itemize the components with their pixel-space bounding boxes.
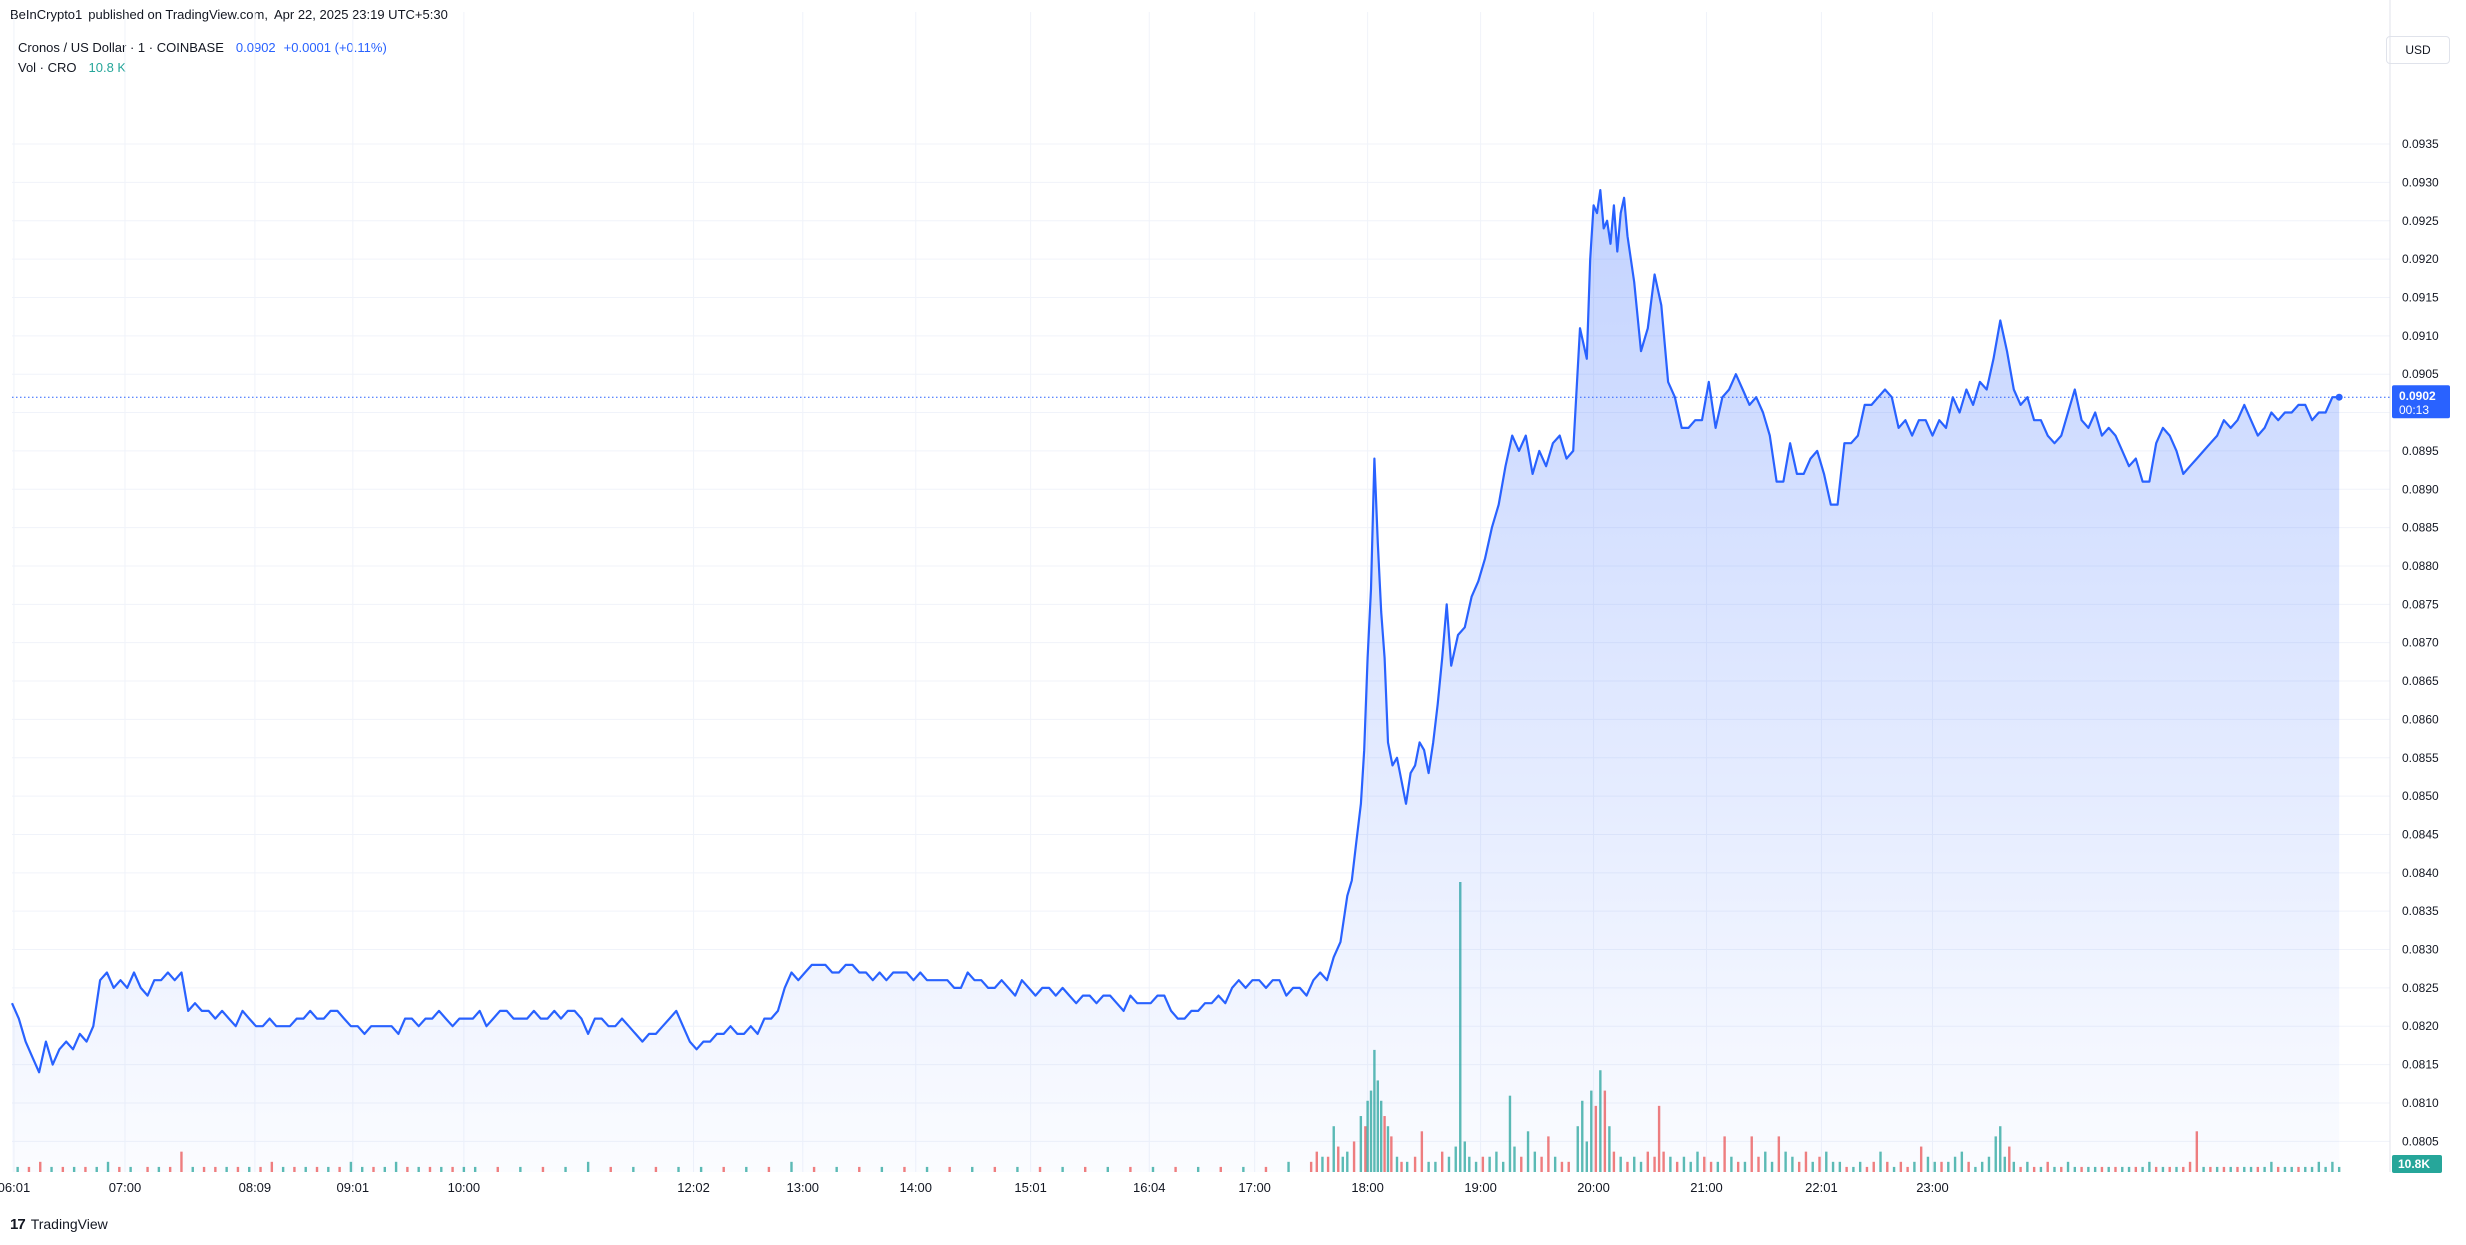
- y-tick-label: 0.0830: [2402, 943, 2439, 957]
- y-tick-label: 0.0895: [2402, 444, 2439, 458]
- x-tick-label: 17:00: [1238, 1180, 1271, 1195]
- price-line: [10, 189, 2340, 1074]
- volume-tag: [2392, 1155, 2442, 1173]
- x-tick-label: 22:01: [1805, 1180, 1838, 1195]
- y-tick-label: 0.0925: [2402, 214, 2439, 228]
- attribution-text: published on TradingView.com,: [88, 7, 268, 22]
- x-tick-label: 06:01: [0, 1180, 30, 1195]
- x-tick-label: 13:00: [787, 1180, 820, 1195]
- price-area: [12, 190, 2340, 1173]
- y-tick-label: 0.0910: [2402, 329, 2439, 343]
- tradingview-logo-icon: 17: [10, 1216, 26, 1233]
- y-tick-label: 0.0840: [2402, 866, 2439, 880]
- y-tick-label: 0.0865: [2402, 674, 2439, 688]
- price-change: +0.0001 (+0.11%): [283, 40, 387, 55]
- x-tick-label: 07:00: [109, 1180, 142, 1195]
- x-tick-label: 16:04: [1133, 1180, 1166, 1195]
- publish-datetime: Apr 22, 2025 23:19 UTC+5:30: [273, 7, 448, 22]
- last-price-tag: [2392, 385, 2450, 419]
- x-tick-label: 12:02: [677, 1180, 710, 1195]
- countdown-tag: 00:13: [2399, 403, 2429, 417]
- y-tick-label: 0.0905: [2402, 367, 2439, 381]
- x-tick-label: 10:00: [448, 1180, 481, 1195]
- y-tick-label: 0.0825: [2402, 981, 2439, 995]
- last-price: 0.0902: [235, 40, 276, 55]
- y-tick-label: 0.0835: [2402, 904, 2439, 918]
- x-tick-label: 08:09: [239, 1180, 272, 1195]
- x-tick-label: 09:01: [337, 1180, 370, 1195]
- currency-button[interactable]: USD: [2386, 36, 2450, 64]
- y-tick-label: 0.0820: [2402, 1019, 2439, 1033]
- time-axis[interactable]: 06:01 07:00 08:09 09:01 10:00 12:02 13:00 14:00…: [0, 1180, 1949, 1195]
- x-tick-label: 21:00: [1690, 1180, 1723, 1195]
- y-tick-label: 0.0930: [2402, 175, 2439, 189]
- brand-name: TradingView: [30, 1216, 108, 1232]
- price-axis[interactable]: 0.0805 0.0810 0.0815 0.0820 0.0825 0.0830 0.08…: [2402, 137, 2439, 1148]
- y-tick-label: 0.0875: [2402, 597, 2439, 611]
- legend-symbol-row[interactable]: Cronos / US Dollar · 1 · COINBASE 0.0902 +…: [18, 38, 395, 58]
- x-tick-label: 15:01: [1014, 1180, 1047, 1195]
- legend-volume-row[interactable]: Vol · CRO 10.8 K: [18, 58, 395, 78]
- y-tick-label: 0.0805: [2402, 1134, 2439, 1148]
- y-tick-label: 0.0860: [2402, 712, 2439, 726]
- x-tick-label: 14:00: [899, 1180, 932, 1195]
- x-tick-label: 18:00: [1351, 1180, 1384, 1195]
- y-tick-label: 0.0850: [2402, 789, 2439, 803]
- attribution: BeInCrypto1 published on TradingView.com,…: [10, 7, 454, 22]
- last-price-tag-value: 0.0902: [2399, 389, 2436, 403]
- y-tick-label: 0.0890: [2402, 482, 2439, 496]
- y-tick-label: 0.0855: [2402, 751, 2439, 765]
- y-tick-label: 0.0845: [2402, 827, 2439, 841]
- y-tick-label: 0.0935: [2402, 137, 2439, 151]
- y-tick-label: 0.0915: [2402, 290, 2439, 304]
- chart-legend: Cronos / US Dollar · 1 · COINBASE 0.0902 +…: [18, 38, 395, 78]
- y-tick-label: 0.0880: [2402, 559, 2439, 573]
- volume-label[interactable]: Vol · CRO: [18, 60, 77, 75]
- x-tick-label: 23:00: [1916, 1180, 1949, 1195]
- y-tick-label: 0.0885: [2402, 521, 2439, 535]
- x-tick-label: 20:00: [1577, 1180, 1610, 1195]
- last-price-dot: [2335, 393, 2343, 401]
- author-name: BeInCrypto1: [10, 7, 83, 22]
- y-tick-label: 0.0870: [2402, 636, 2439, 650]
- tradingview-brand[interactable]: 17 TradingView: [10, 1216, 108, 1233]
- symbol-name[interactable]: Cronos / US Dollar · 1 · COINBASE: [18, 40, 224, 55]
- volume-value: 10.8 K: [88, 60, 127, 75]
- y-tick-label: 0.0920: [2402, 252, 2439, 266]
- x-tick-label: 19:00: [1464, 1180, 1497, 1195]
- y-tick-label: 0.0810: [2402, 1096, 2439, 1110]
- y-tick-label: 0.0815: [2402, 1058, 2439, 1072]
- volume-tag-value: 10.8K: [2398, 1157, 2430, 1171]
